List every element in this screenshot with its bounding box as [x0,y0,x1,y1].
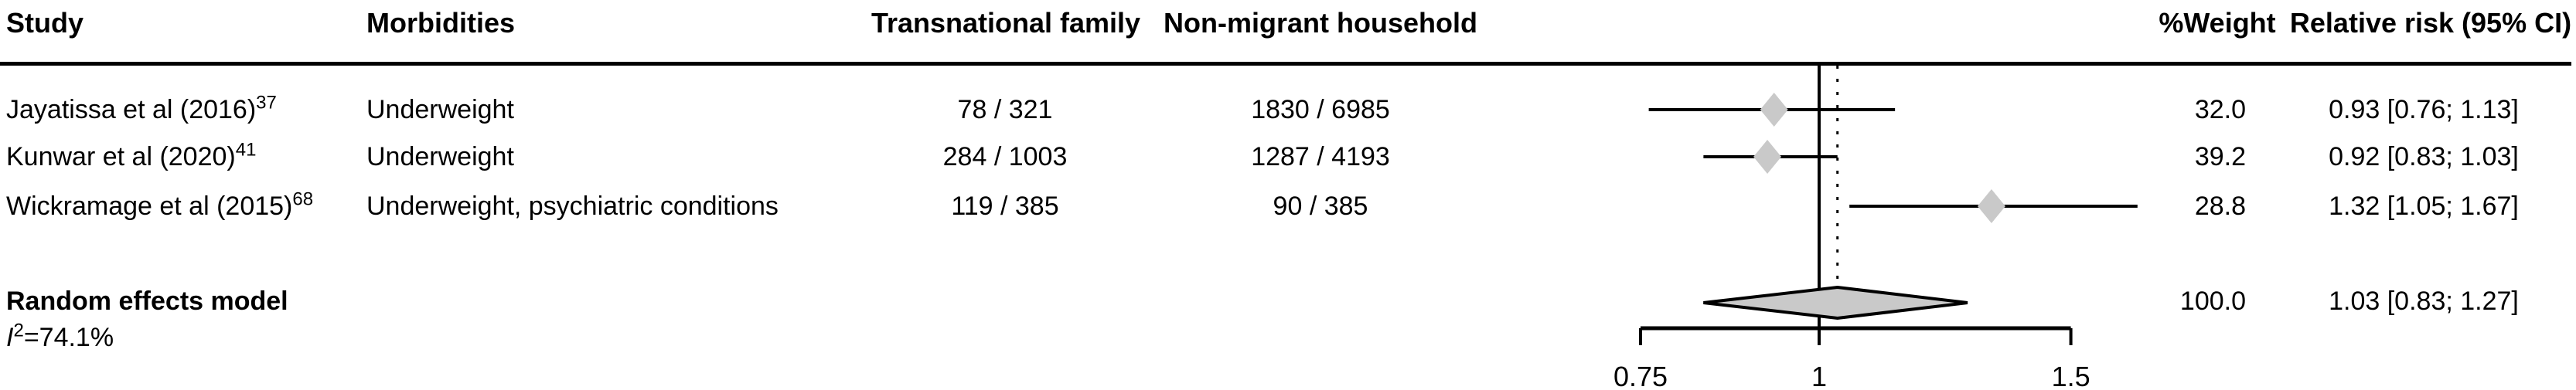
transnational-count-cell: 78 / 321 [957,95,1053,124]
summary-weight-cell: 100.0 [2179,287,2246,316]
weight-cell: 39.2 [2194,142,2246,171]
non-migrant-count-cell: 1287 / 4193 [1251,142,1390,171]
morbidities-cell: Underweight [366,95,514,124]
col-header-relative-risk: Relative risk (95% CI) [2289,7,2572,39]
x-axis-tick-label: 0.75 [1613,361,1668,390]
summary-label: Random effects model [6,287,288,316]
summary-diamond [1703,285,1968,320]
relative-risk-cell: 0.93 [0.76; 1.13] [2329,95,2519,124]
transnational-count-cell: 284 / 1003 [942,142,1068,171]
weight-cell: 32.0 [2194,95,2246,124]
header-divider [0,62,2571,66]
study-point-marker [1753,140,1782,174]
i-squared-symbol: I [6,323,14,352]
summary-relative-risk-cell: 1.03 [0.83; 1.27] [2329,287,2519,316]
relative-risk-cell: 1.32 [1.05; 1.67] [2329,192,2519,221]
col-header-non-migrant-household: Non-migrant household [1164,7,1477,39]
study-name-text: Kunwar et al (2020) [6,142,236,171]
col-header-weight: %Weight [2159,7,2276,39]
morbidities-cell: Underweight [366,142,514,171]
study-name: Kunwar et al (2020)41 [6,138,256,175]
col-header-study: Study [6,7,84,39]
col-header-transnational-family: Transnational family [871,7,1141,39]
relative-risk-cell: 0.92 [0.83; 1.03] [2329,142,2519,171]
weight-cell: 28.8 [2194,192,2246,221]
transnational-count-cell: 119 / 385 [951,192,1059,221]
study-name: Wickramage et al (2015)68 [6,188,313,225]
study-point-marker [1760,93,1788,127]
reference-superscript: 37 [256,92,277,114]
i-squared-value: =74.1% [23,323,114,352]
x-axis-tick-label: 1 [1811,361,1827,390]
morbidities-cell: Underweight, psychiatric conditions [366,192,779,221]
study-name: Jayatissa et al (2016)37 [6,91,277,128]
non-migrant-count-cell: 90 / 385 [1273,192,1368,221]
reference-superscript: 41 [235,139,257,161]
non-migrant-count-cell: 1830 / 6985 [1251,95,1390,124]
study-point-marker [1977,189,2005,223]
heterogeneity-statistic: I2=74.1% [6,319,114,356]
reference-superscript: 68 [292,188,314,210]
col-header-morbidities: Morbidities [366,7,516,39]
x-axis-tick-label: 1.5 [2052,361,2090,390]
study-name-text: Jayatissa et al (2016) [6,95,257,124]
study-name-text: Wickramage et al (2015) [6,192,293,221]
i-squared-superscript: 2 [13,320,24,341]
